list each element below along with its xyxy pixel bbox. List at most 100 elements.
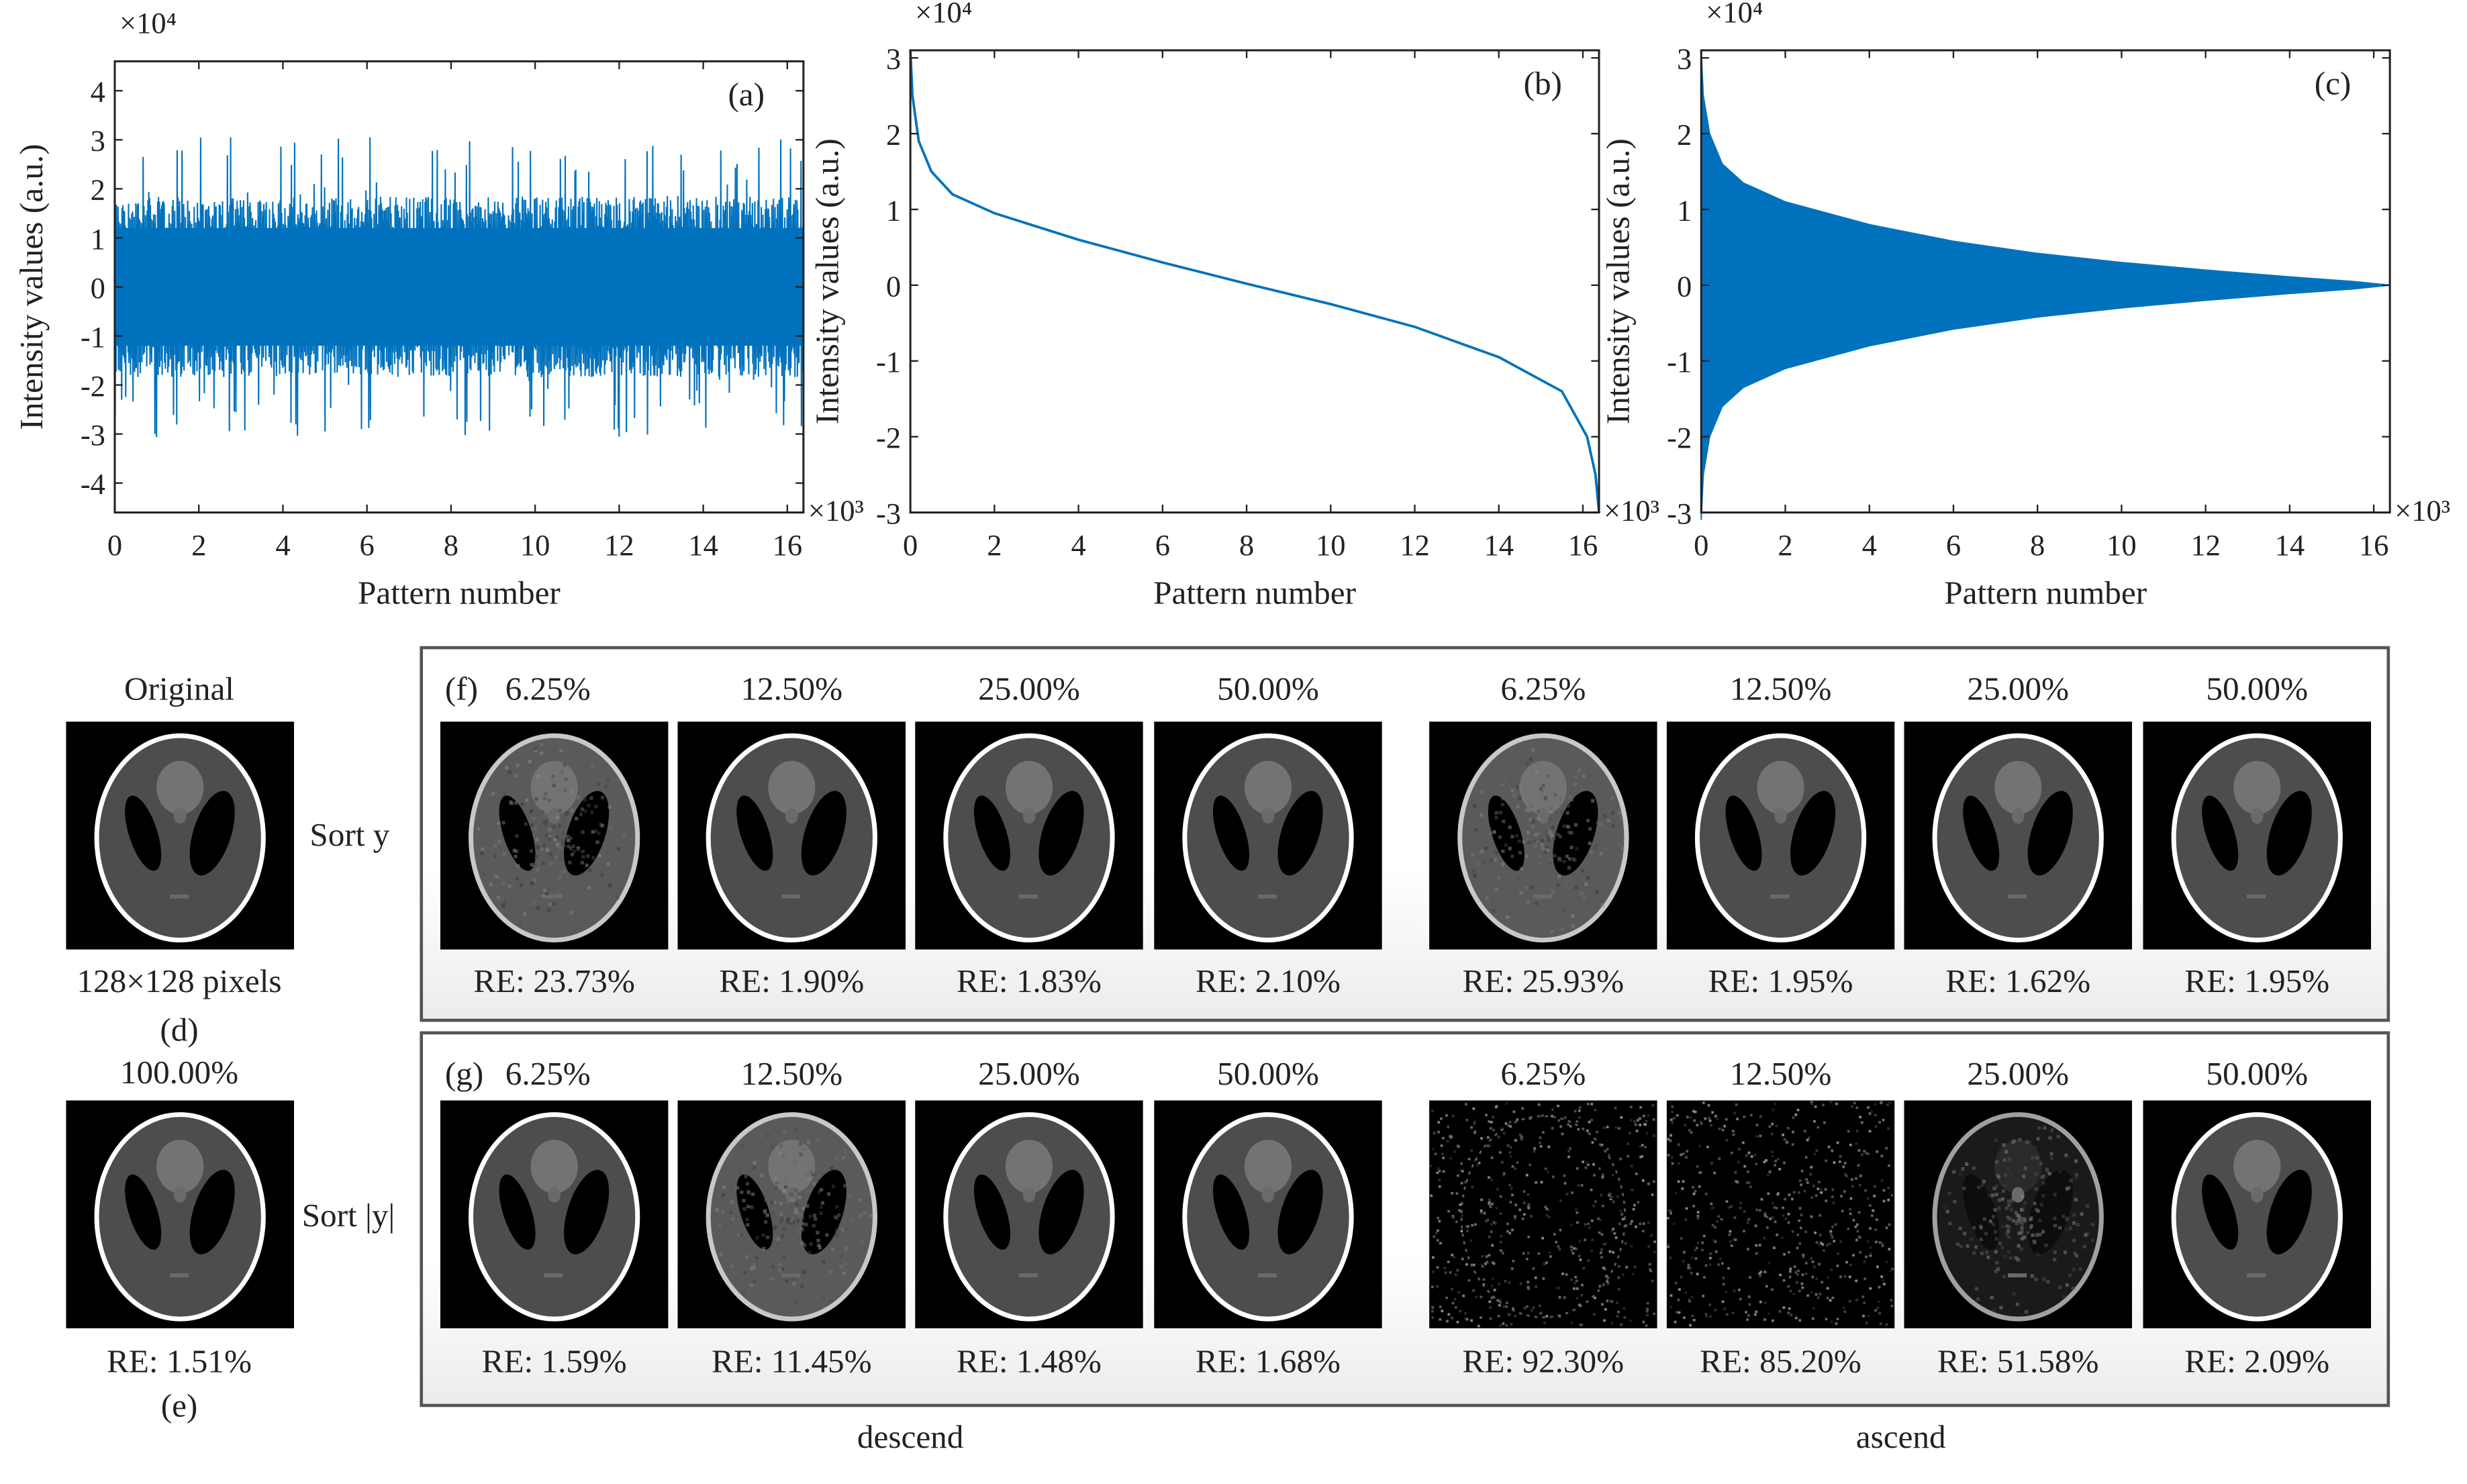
noise-speck bbox=[1888, 1101, 1891, 1104]
artifact-speck bbox=[1962, 1186, 1966, 1191]
noise-speck bbox=[1578, 1106, 1582, 1109]
noise-speck bbox=[1710, 1124, 1712, 1127]
artifact-speck bbox=[2029, 1218, 2033, 1222]
noise-speck bbox=[1646, 1314, 1649, 1317]
artifact-speck bbox=[1582, 895, 1586, 899]
small-ellipse bbox=[2011, 807, 2025, 824]
noise-speck bbox=[1649, 1267, 1651, 1271]
artifact-speck bbox=[587, 886, 591, 890]
noise-speck bbox=[1791, 1230, 1794, 1233]
noise-speck bbox=[1625, 1224, 1628, 1227]
artifact-speck bbox=[2039, 1162, 2043, 1166]
artifact-speck bbox=[1539, 787, 1543, 791]
artifact-speck bbox=[2012, 1219, 2016, 1223]
noise-speck bbox=[1489, 1205, 1492, 1208]
noise-speck bbox=[1735, 1103, 1738, 1106]
artifact-speck bbox=[525, 798, 529, 802]
noise-speck bbox=[1558, 1315, 1561, 1318]
artifact-speck bbox=[1945, 1209, 1949, 1214]
noise-speck bbox=[1436, 1266, 1439, 1269]
artifact-speck bbox=[2036, 1137, 2040, 1141]
noise-speck bbox=[1823, 1249, 1825, 1252]
noise-speck bbox=[1451, 1301, 1455, 1305]
noise-speck bbox=[1598, 1285, 1602, 1288]
artifact-speck bbox=[1569, 845, 1574, 850]
noise-speck bbox=[1634, 1123, 1637, 1126]
artifact-speck bbox=[1588, 841, 1592, 845]
noise-speck bbox=[1782, 1206, 1784, 1209]
artifact-speck bbox=[530, 823, 534, 827]
artifact-speck bbox=[821, 1295, 825, 1300]
full-title: 100.00% bbox=[119, 1053, 239, 1091]
artifact-speck bbox=[763, 1210, 767, 1214]
upper-ellipse bbox=[1244, 760, 1292, 815]
artifact-speck bbox=[597, 832, 601, 836]
artifact-speck bbox=[1995, 1260, 1999, 1265]
noise-speck bbox=[1617, 1276, 1621, 1279]
skull-ellipse bbox=[1694, 733, 1867, 943]
artifact-speck bbox=[2062, 1295, 2066, 1299]
noise-speck bbox=[1466, 1230, 1469, 1232]
noise-speck bbox=[1759, 1134, 1762, 1138]
noise-speck bbox=[1456, 1269, 1459, 1272]
artifact-speck bbox=[1948, 1222, 1952, 1226]
noise-speck bbox=[1710, 1202, 1713, 1205]
artifact-speck bbox=[2071, 1286, 2075, 1291]
noise-speck bbox=[1796, 1233, 1800, 1236]
skull-ellipse bbox=[2171, 1112, 2343, 1322]
artifact-speck bbox=[2065, 1283, 2069, 1287]
artifact-speck bbox=[760, 1173, 764, 1178]
artifact-speck bbox=[2039, 1203, 2043, 1207]
reconstruction-image bbox=[2143, 1100, 2372, 1329]
artifact-speck bbox=[742, 1291, 746, 1295]
artifact-speck bbox=[1488, 826, 1492, 831]
noise-speck bbox=[1814, 1231, 1817, 1234]
noise-speck bbox=[1490, 1203, 1494, 1205]
left-ventricle bbox=[499, 1174, 536, 1250]
noise-speck bbox=[1798, 1219, 1801, 1222]
artifact-speck bbox=[799, 1142, 803, 1146]
artifact-speck bbox=[1571, 913, 1575, 918]
noise-speck bbox=[1743, 1165, 1747, 1168]
artifact-speck bbox=[1565, 854, 1569, 858]
noise-speck bbox=[1432, 1148, 1435, 1151]
noise-speck bbox=[1576, 1120, 1579, 1123]
noise-speck bbox=[1599, 1251, 1602, 1254]
noise-speck bbox=[1852, 1254, 1855, 1257]
noise-speck bbox=[1436, 1239, 1439, 1242]
noise-speck bbox=[1598, 1167, 1601, 1171]
noise-speck bbox=[1800, 1169, 1804, 1173]
thumb-re-label: RE: 2.10% bbox=[1196, 962, 1341, 1000]
reconstruction-image bbox=[677, 1100, 906, 1329]
artifact-speck bbox=[751, 1192, 755, 1196]
noise-speck bbox=[1603, 1319, 1606, 1322]
bottom-marks bbox=[781, 1273, 801, 1278]
noise-speck bbox=[1880, 1275, 1884, 1278]
noise-speck bbox=[1696, 1124, 1699, 1127]
artifact-speck bbox=[608, 805, 612, 809]
artifact-speck bbox=[841, 1156, 845, 1160]
noise-speck bbox=[1489, 1306, 1492, 1309]
noise-speck bbox=[1570, 1321, 1574, 1324]
noise-speck bbox=[1765, 1158, 1768, 1162]
noise-speck bbox=[1684, 1291, 1688, 1294]
noise-speck bbox=[1499, 1249, 1502, 1252]
artifact-speck bbox=[1991, 1215, 1996, 1219]
noise-speck bbox=[1889, 1269, 1892, 1272]
noise-speck bbox=[1567, 1150, 1570, 1153]
noise-speck bbox=[1806, 1294, 1809, 1297]
noise-speck bbox=[1629, 1222, 1632, 1226]
noise-speck bbox=[1601, 1204, 1604, 1207]
artifact-speck bbox=[580, 807, 585, 811]
artifact-speck bbox=[1524, 807, 1529, 812]
noise-speck bbox=[1671, 1162, 1674, 1165]
artifact-speck bbox=[1534, 832, 1538, 837]
artifact-speck bbox=[544, 823, 548, 827]
noise-speck bbox=[1800, 1282, 1804, 1285]
y-tick-label: 1 bbox=[1677, 193, 1692, 227]
noise-speck bbox=[1805, 1178, 1808, 1181]
noise-speck bbox=[1696, 1217, 1700, 1220]
artifact-speck bbox=[548, 834, 552, 839]
right-ventricle bbox=[1277, 791, 1323, 876]
artifact-speck bbox=[848, 1195, 852, 1199]
